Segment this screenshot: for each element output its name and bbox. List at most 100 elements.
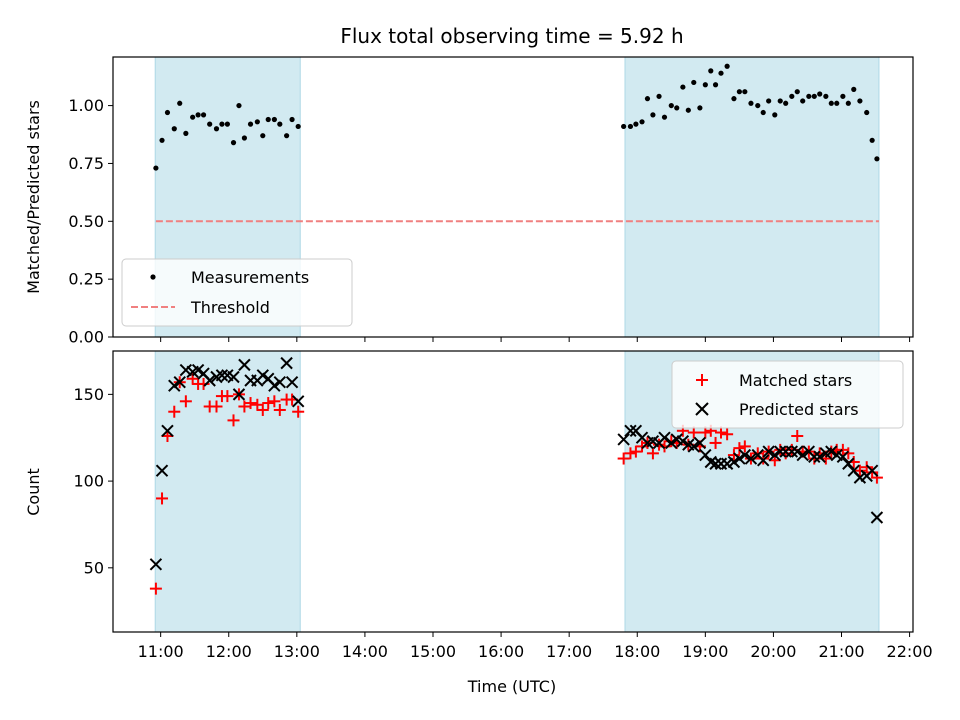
top-ytick-label: 0.50 <box>68 212 104 231</box>
measurement-point <box>845 100 851 106</box>
bottom-xtick-label: 19:00 <box>682 642 728 661</box>
legend-predicted-marker <box>695 402 709 416</box>
matched-star-point <box>251 398 264 411</box>
predicted-star-point <box>273 376 287 389</box>
matched-star-point <box>268 395 281 408</box>
bottom-xtick-label: 18:00 <box>614 642 660 661</box>
matched-star-point <box>870 471 883 484</box>
top-ylabel: Matched/Predicted stars <box>24 100 43 294</box>
predicted-star-point <box>676 434 690 448</box>
predicted-star-point <box>813 450 826 464</box>
predicted-star-point <box>757 454 770 467</box>
top-x-ticks <box>160 337 911 342</box>
measurement-point <box>742 89 748 95</box>
measurement-point <box>789 93 795 99</box>
measurement-point <box>661 114 668 120</box>
top-legend-box <box>121 258 353 327</box>
matched-star-point <box>262 397 275 410</box>
measurement-point <box>697 105 703 111</box>
measurement-point <box>639 119 645 125</box>
measurement-point <box>284 133 290 139</box>
bottom-xtick-label: 16:00 <box>478 642 524 661</box>
predicted-star-point <box>744 452 758 465</box>
measurement-point <box>685 107 691 113</box>
predicted-star-point <box>268 379 281 392</box>
predicted-star-point <box>280 356 293 370</box>
measurement-point <box>668 102 674 109</box>
predicted-star-point <box>762 445 775 458</box>
matched-star-point <box>738 440 751 453</box>
matched-star-point <box>244 397 257 410</box>
bottom-ytick-label: 150 <box>73 385 104 404</box>
measurement-point <box>271 116 277 123</box>
matched-star-point <box>156 492 169 505</box>
predicted-star-point <box>291 395 305 408</box>
predicted-star-point <box>733 452 746 465</box>
measurement-points <box>153 63 880 171</box>
measurement-point <box>153 165 159 171</box>
measurement-point <box>213 126 220 132</box>
measurement-point <box>702 82 708 88</box>
bottom-xtick-label: 22:00 <box>887 642 933 661</box>
measurement-point <box>840 93 846 99</box>
predicted-star-point <box>238 358 251 372</box>
predicted-star-point <box>215 369 229 382</box>
measurement-point <box>766 98 772 104</box>
measurement-point <box>736 89 742 95</box>
bottom-xlabel: Time (UTC) <box>467 677 556 696</box>
legend-predicted-label: Predicted stars <box>739 400 859 419</box>
bottom-legend: Matched stars Predicted stars <box>671 360 904 429</box>
measurement-point <box>164 109 171 116</box>
matched-star-point <box>617 452 630 465</box>
measurement-point <box>650 112 656 118</box>
matched-star-point <box>860 461 873 474</box>
bottom-panel: Count Time (UTC) 50 100 150 11:00 12:00 13:0… <box>24 350 933 696</box>
top-ytick-label: 0.00 <box>68 328 104 347</box>
predicted-star-point <box>836 450 850 464</box>
predicted-star-point <box>785 445 799 458</box>
legend-matched-label: Matched stars <box>739 371 852 390</box>
predicted-star-point <box>808 450 821 464</box>
predicted-star-point <box>285 376 299 389</box>
top-ytick-label: 0.25 <box>68 270 104 289</box>
matched-star-point <box>221 390 234 403</box>
measurement-point <box>644 96 651 102</box>
matched-star-point <box>292 405 305 418</box>
measurement-point <box>295 123 301 130</box>
measurement-point <box>800 98 806 104</box>
predicted-star-point <box>617 433 630 446</box>
measurement-point <box>724 63 730 69</box>
measurement-point <box>183 130 189 136</box>
bottom-ytick-label: 50 <box>84 558 104 577</box>
measurement-point <box>811 93 817 99</box>
measurement-point <box>869 137 875 143</box>
bottom-ylabel: Count <box>24 468 43 516</box>
predicted-star-point <box>842 457 855 470</box>
matched-star-point <box>238 400 251 413</box>
measurement-point <box>236 102 242 109</box>
matched-star-point <box>715 426 727 439</box>
predicted-star-point <box>624 424 637 437</box>
top-ytick-label: 1.00 <box>68 96 104 115</box>
measurement-point <box>783 100 789 106</box>
bottom-xtick-label: 20:00 <box>750 642 796 661</box>
measurement-point <box>289 116 295 123</box>
predicted-star-point <box>825 445 838 458</box>
predicted-star-point <box>203 374 216 387</box>
top-title: Flux total observing time = 5.92 h <box>340 24 683 48</box>
matched-star-point <box>149 582 162 595</box>
matched-star-point <box>210 400 223 413</box>
matched-star-point <box>727 449 740 462</box>
measurement-point <box>190 114 196 120</box>
bottom-ytick-label: 100 <box>73 472 104 491</box>
predicted-star-point <box>768 448 781 462</box>
measurement-point <box>806 93 812 99</box>
matched-star-point <box>629 445 642 458</box>
top-shaded-interval-1 <box>624 56 880 338</box>
matched-star-point <box>256 403 269 416</box>
measurement-point <box>200 112 207 118</box>
legend-measurements-marker <box>150 274 156 280</box>
measurement-point <box>874 156 880 162</box>
predicted-star-point <box>256 369 269 382</box>
